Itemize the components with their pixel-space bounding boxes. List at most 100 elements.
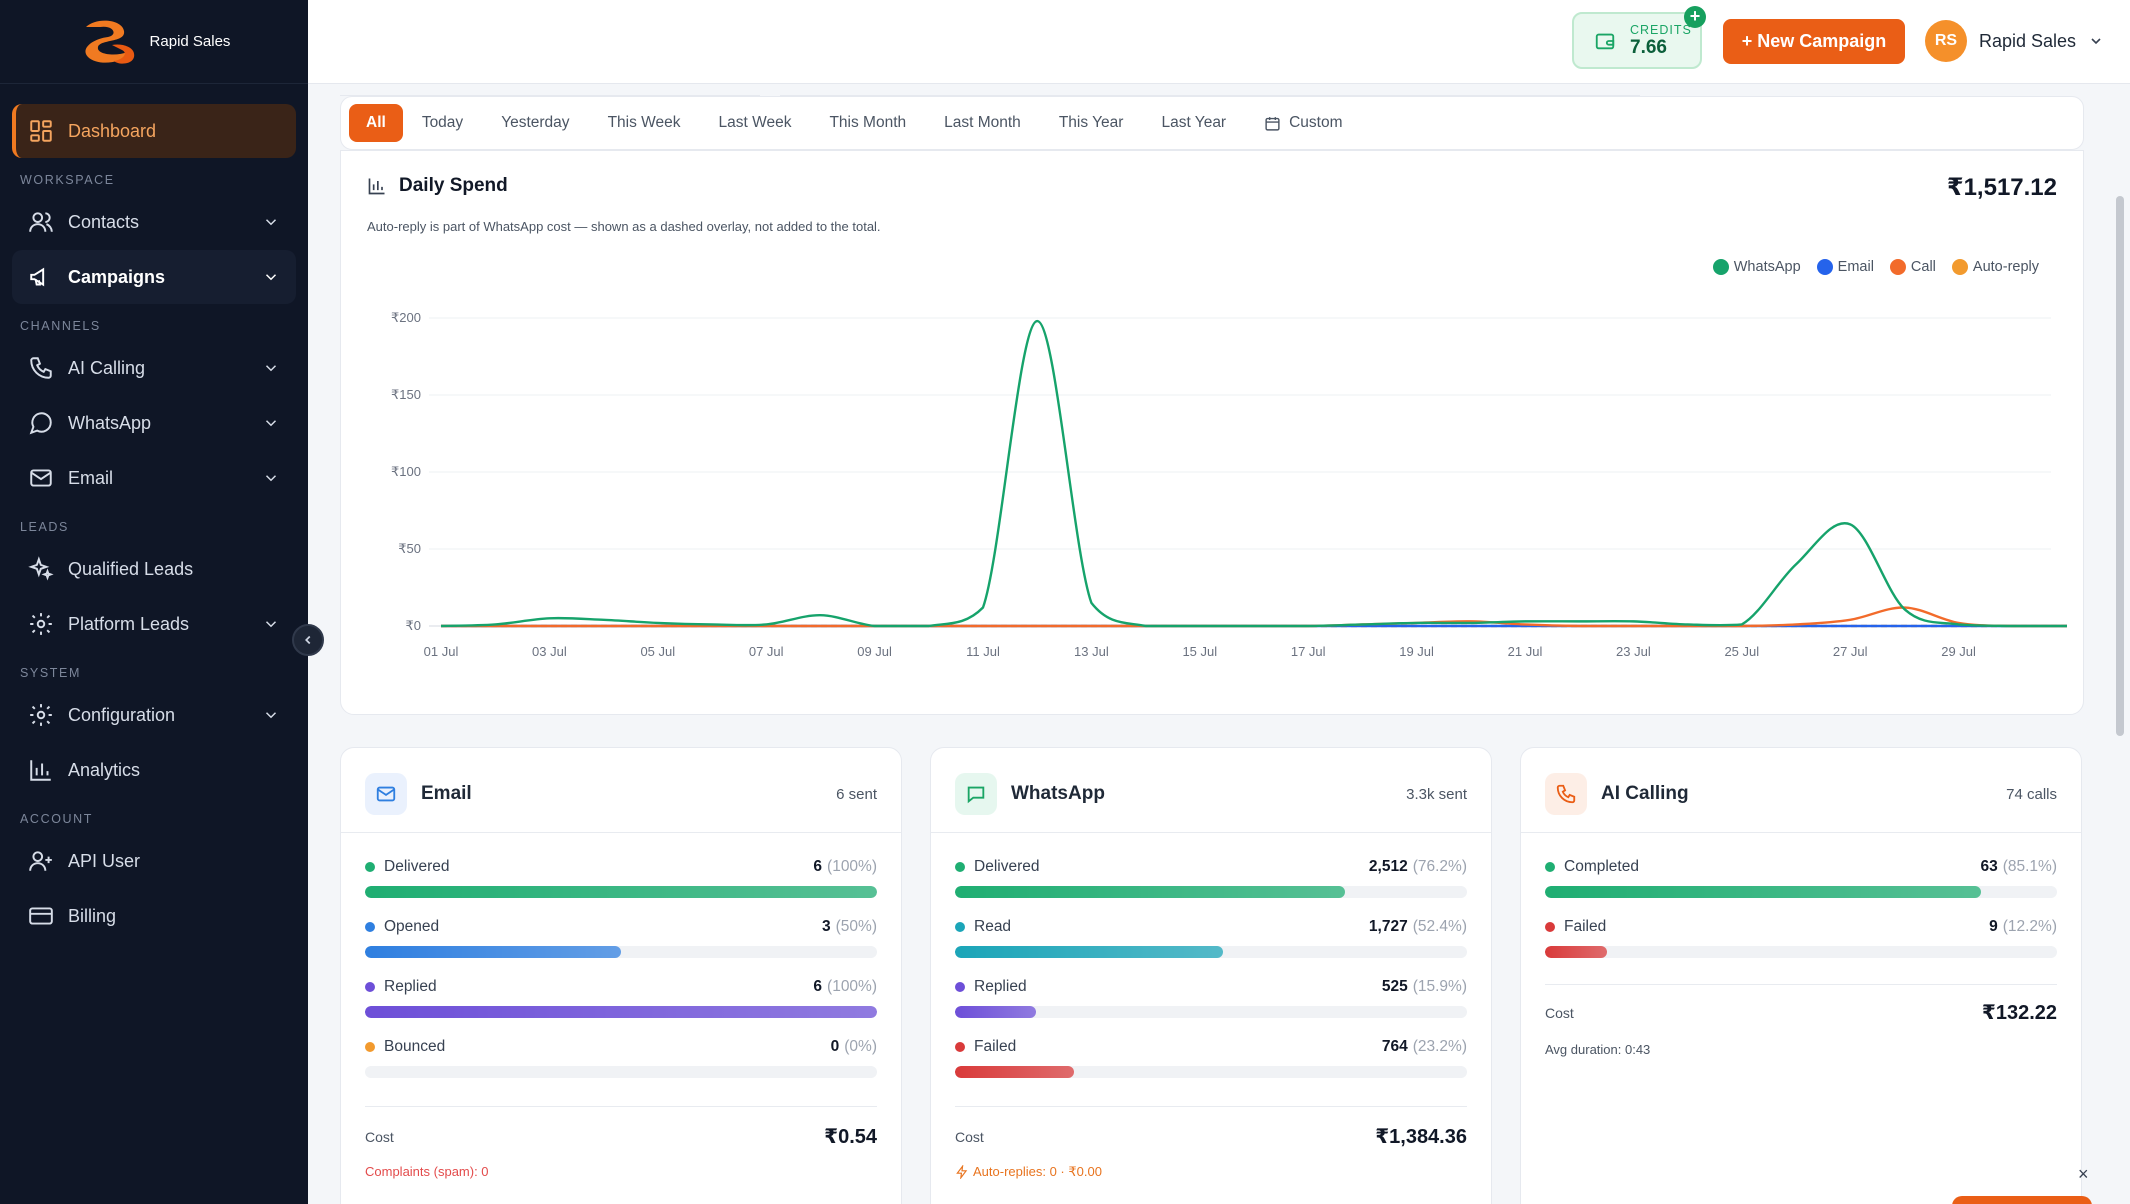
phone-icon	[30, 357, 52, 379]
metric-dot	[955, 1042, 965, 1052]
filter-this-week[interactable]: This Week	[607, 114, 681, 131]
x-tick-label: 13 Jul	[1074, 644, 1109, 659]
sidebar-item-ai-calling[interactable]: AI Calling	[12, 341, 296, 395]
sidebar-item-contacts[interactable]: Contacts	[12, 195, 296, 249]
sidebar-item-api-user[interactable]: API User	[12, 834, 296, 888]
metric-row: Failed 764 (23.2%)	[955, 1038, 1467, 1056]
whatsapp-stats-card: WhatsApp 3.3k sent Delivered 2,512 (76.2%)…	[930, 747, 1492, 1204]
sidebar-item-configuration[interactable]: Configuration	[12, 688, 296, 742]
divider	[1545, 984, 2057, 985]
x-tick-label: 09 Jul	[857, 644, 892, 659]
metric-dot	[365, 862, 375, 872]
x-tick-label: 25 Jul	[1724, 644, 1759, 659]
chevron-down-icon	[265, 712, 277, 719]
metric-row: Failed 9 (12.2%)	[1545, 918, 2057, 936]
filter-last-month[interactable]: Last Month	[944, 114, 1021, 131]
chart-title-text: Daily Spend	[399, 175, 508, 196]
sidebar-item-dashboard[interactable]: Dashboard	[12, 104, 296, 158]
sidebar-item-billing[interactable]: Billing	[12, 889, 296, 943]
sidebar-item-label: Qualified Leads	[68, 558, 194, 579]
legend-item-email[interactable]: Email	[1816, 259, 1874, 275]
filter-this-year[interactable]: This Year	[1058, 114, 1124, 131]
user-menu[interactable]: RS Rapid Sales	[1925, 20, 2104, 62]
metric-value: 63	[1980, 858, 1998, 875]
legend-dot	[1712, 259, 1729, 275]
metric-dot	[1545, 922, 1555, 932]
sidebar-item-qualified-leads[interactable]: Qualified Leads	[12, 542, 296, 596]
sidebar-item-analytics[interactable]: Analytics	[12, 743, 296, 797]
divider	[1521, 832, 2081, 833]
metric-dot	[365, 982, 375, 992]
metric-percent: (15.9%)	[1412, 978, 1467, 995]
filter-last-week[interactable]: Last Week	[718, 114, 792, 131]
card-edge	[340, 84, 760, 96]
email-stats-card: Email 6 sent Delivered 6 (100%) Opened 3 (50%…	[340, 747, 902, 1204]
chevron-left-icon	[305, 635, 311, 645]
filter-all[interactable]: All	[349, 104, 403, 142]
credits-widget[interactable]: CREDITS 7.66 +	[1572, 6, 1706, 69]
progress-track	[955, 886, 1467, 898]
filter-custom[interactable]: Custom	[1245, 104, 1361, 142]
metric-label: Opened	[384, 918, 440, 935]
ai-calling-stats-card: AI Calling 74 calls Completed 63 (85.1%) Fa…	[1520, 747, 2082, 1204]
topbar: CREDITS 7.66 + + New Campaign RS Rapid S…	[308, 0, 2130, 84]
legend-item-auto-reply[interactable]: Auto-reply	[1951, 259, 2039, 275]
sidebar-item-email[interactable]: Email	[12, 451, 296, 505]
phone-icon	[1545, 773, 1587, 815]
x-tick-label: 19 Jul	[1399, 644, 1434, 659]
sidebar-collapse-button[interactable]	[292, 624, 324, 656]
dashboard-icon	[30, 120, 52, 142]
chevron-down-icon	[265, 274, 277, 281]
cost-value: ₹1,384.36	[1375, 1126, 1467, 1148]
sidebar-item-whatsapp[interactable]: WhatsApp	[12, 396, 296, 450]
sidebar-item-platform-leads[interactable]: Platform Leads	[12, 597, 296, 651]
chart-note: Auto-reply is part of WhatsApp cost — sh…	[367, 219, 881, 234]
card-count: 74 calls	[2006, 785, 2057, 803]
metric-row: Delivered 2,512 (76.2%)	[955, 858, 1467, 876]
metric-value: 525	[1381, 978, 1408, 995]
page-scrollbar[interactable]	[2116, 196, 2124, 736]
filter-last-year[interactable]: Last Year	[1161, 114, 1227, 131]
sidebar-item-campaigns[interactable]: Campaigns	[12, 250, 296, 304]
filter-today[interactable]: Today	[421, 114, 464, 131]
chevron-down-icon	[265, 365, 277, 372]
sidebar-item-label: Platform Leads	[68, 613, 190, 634]
metric-label: Bounced	[384, 1038, 446, 1055]
close-icon[interactable]: ×	[2078, 1164, 2089, 1184]
auto-replies-text: Auto-replies: 0 · ₹0.00	[973, 1164, 1102, 1179]
progress-track	[1545, 946, 2057, 958]
progress-track	[365, 946, 877, 958]
gear-icon	[30, 613, 52, 635]
chat-bubble-icon	[29, 412, 52, 435]
legend-dot	[1951, 259, 1968, 275]
metric-opened: Opened 3 (50%)	[365, 918, 877, 968]
brand[interactable]: Rapid Sales	[0, 0, 308, 84]
sidebar-item-label: API User	[68, 850, 141, 871]
progress-track	[1545, 886, 2057, 898]
gear-icon	[30, 704, 52, 726]
filter-this-month[interactable]: This Month	[829, 114, 907, 131]
metric-label: Replied	[384, 978, 437, 995]
metric-percent: (52.4%)	[1412, 918, 1467, 935]
metric-dot	[1545, 862, 1555, 872]
new-campaign-button[interactable]: + New Campaign	[1723, 19, 1905, 64]
legend-item-whatsapp[interactable]: WhatsApp	[1712, 259, 1801, 275]
floating-action-button[interactable]	[1952, 1196, 2092, 1204]
metric-delivered: Delivered 2,512 (76.2%)	[955, 858, 1467, 908]
metric-percent: (12.2%)	[2002, 918, 2057, 935]
legend-item-call[interactable]: Call	[1889, 259, 1936, 275]
rapid-sales-logo-icon	[85, 20, 134, 64]
divider	[341, 832, 901, 833]
filter-yesterday[interactable]: Yesterday	[501, 114, 570, 131]
metric-label: Read	[974, 918, 1012, 935]
metric-row: Replied 6 (100%)	[365, 978, 877, 996]
chevron-down-icon	[265, 219, 277, 226]
credits-value: 7.66	[1630, 36, 1667, 58]
metric-row: Replied 525 (15.9%)	[955, 978, 1467, 996]
contacts-icon	[29, 212, 53, 232]
cost-value: ₹132.22	[1981, 1002, 2057, 1024]
metric-label: Failed	[1564, 918, 1607, 935]
sidebar-item-label: Email	[68, 467, 114, 488]
add-credits-button[interactable]: +	[1684, 6, 1706, 28]
x-tick-label: 11 Jul	[966, 644, 1000, 659]
